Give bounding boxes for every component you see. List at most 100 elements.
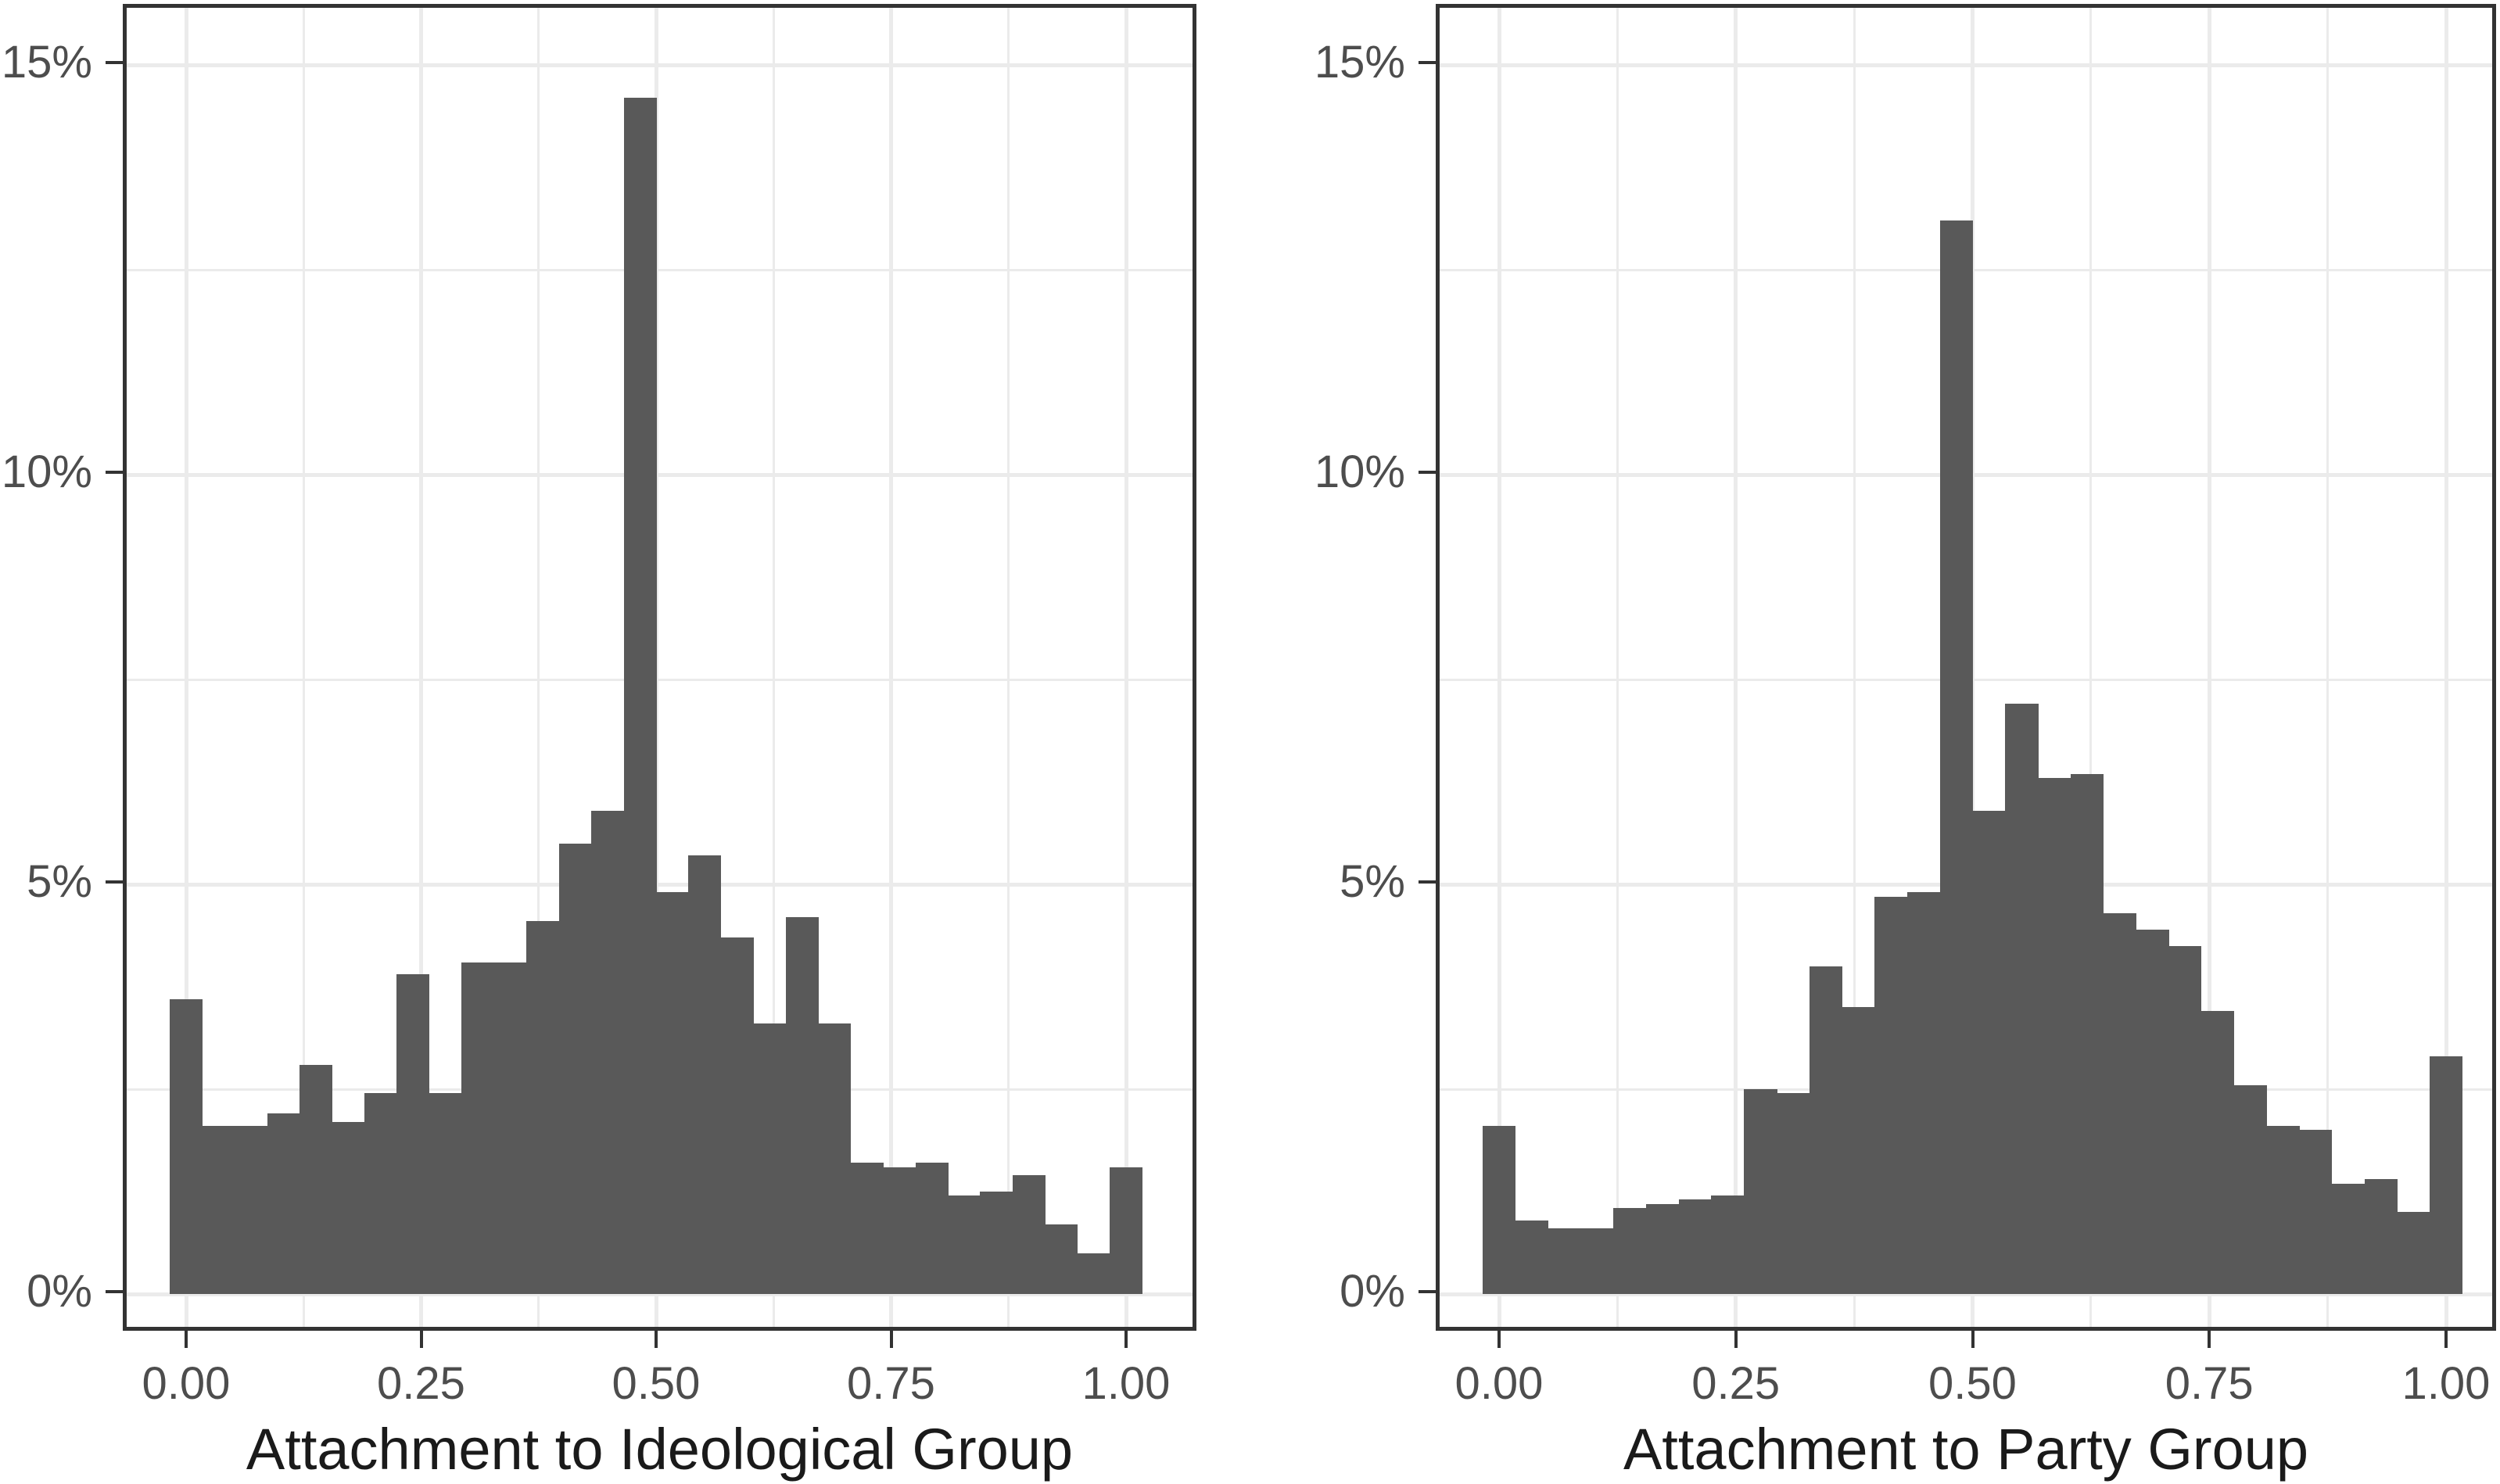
histogram-bar <box>2299 1130 2333 1294</box>
gridline-minor <box>302 8 305 1327</box>
histogram-bar <box>1580 1228 1614 1294</box>
x-axis-tick <box>2444 1331 2448 1348</box>
gridline-major <box>127 882 1193 887</box>
histogram-bar <box>493 962 527 1294</box>
gridline-major <box>127 472 1193 477</box>
x-tick-label: 0.75 <box>2165 1358 2254 1409</box>
histogram-bar <box>720 937 754 1294</box>
x-tick-label: 0.50 <box>612 1358 701 1409</box>
histogram-bar <box>1776 1093 1810 1294</box>
x-tick-label: 0.50 <box>1928 1358 2017 1409</box>
y-tick-label: 5% <box>27 856 92 907</box>
x-axis-tick <box>1497 1331 1501 1348</box>
histogram-bar <box>1110 1167 1143 1294</box>
x-axis-tick <box>419 1331 423 1348</box>
histogram-bar <box>1711 1195 1745 1294</box>
x-axis-tick <box>1124 1331 1128 1348</box>
histogram-bar <box>2397 1212 2430 1294</box>
histogram-bar <box>364 1093 397 1294</box>
gridline-major <box>1440 63 2492 67</box>
histogram-bar <box>526 921 560 1294</box>
x-axis-tick <box>1971 1331 1975 1348</box>
x-tick-label: 1.00 <box>1081 1358 1171 1409</box>
histogram-bar <box>1972 810 2006 1294</box>
histogram-bar <box>1645 1203 1680 1294</box>
x-axis-tick <box>655 1331 658 1348</box>
histogram-bar <box>202 1126 235 1294</box>
y-axis-tick <box>1419 61 1436 64</box>
y-tick-label: 5% <box>1340 856 1405 907</box>
y-axis-tick <box>106 61 123 64</box>
histogram-bar <box>332 1121 365 1294</box>
x-tick-label: 0.00 <box>142 1358 231 1409</box>
histogram-bar <box>461 962 495 1294</box>
x-axis-tick <box>1734 1331 1738 1348</box>
gridline-minor <box>1853 8 1856 1327</box>
gridline-major <box>1440 1292 2492 1296</box>
histogram-bar <box>2364 1179 2398 1294</box>
histogram-bar <box>2070 773 2104 1294</box>
gridline-major <box>1124 8 1128 1327</box>
histogram-bar <box>656 892 690 1294</box>
histogram-bar <box>785 916 819 1294</box>
histogram-bar <box>1077 1253 1110 1294</box>
histogram-bar <box>1939 220 1974 1294</box>
histogram-bar <box>2266 1126 2300 1294</box>
gridline-minor <box>2089 8 2093 1327</box>
histogram-bar <box>850 1163 884 1294</box>
y-axis-tick <box>106 880 123 884</box>
histogram-bar <box>883 1167 916 1294</box>
histogram-bar <box>2331 1183 2365 1294</box>
x-axis-title-party: Attachment to Party Group <box>1623 1417 2309 1482</box>
histogram-bar <box>2038 777 2071 1294</box>
x-axis-tick <box>185 1331 188 1348</box>
y-axis-tick <box>106 1290 123 1293</box>
y-tick-label: 15% <box>1 37 92 88</box>
gridline-major <box>184 8 188 1327</box>
histogram-bar <box>1045 1224 1078 1294</box>
x-tick-label: 0.00 <box>1454 1358 1544 1409</box>
gridline-minor <box>1007 8 1010 1327</box>
histogram-bar <box>915 1163 949 1294</box>
histogram-bar <box>818 1023 852 1294</box>
gridline-major <box>1497 8 1501 1327</box>
gridline-major <box>2444 8 2448 1327</box>
histogram-bar <box>1842 1007 1875 1294</box>
y-tick-label: 10% <box>1314 446 1405 497</box>
histogram-bar <box>1613 1207 1647 1294</box>
y-axis-tick <box>1419 880 1436 884</box>
histogram-bar <box>1012 1175 1046 1294</box>
histogram-bar <box>2168 945 2202 1294</box>
histogram-bar <box>1678 1199 1713 1294</box>
histogram-bar <box>1548 1228 1581 1294</box>
y-tick-label: 0% <box>1340 1266 1405 1317</box>
x-tick-label: 0.75 <box>847 1358 935 1409</box>
histogram-bar <box>980 1192 1013 1294</box>
histogram-bar <box>948 1195 981 1294</box>
histogram-bar <box>170 998 203 1294</box>
histogram-bar <box>2201 1011 2235 1294</box>
gridline-major <box>419 8 423 1327</box>
gridline-minor <box>537 8 540 1327</box>
y-axis-tick <box>106 471 123 474</box>
y-axis-tick <box>1419 471 1436 474</box>
x-axis-title-ideological: Attachment to Ideological Group <box>246 1417 1074 1482</box>
histogram-bar <box>1906 892 1941 1294</box>
y-tick-label: 10% <box>1 446 92 497</box>
x-tick-label: 0.25 <box>377 1358 465 1409</box>
histogram-bar <box>591 810 625 1294</box>
gridline-minor <box>2326 8 2330 1327</box>
gridline-major <box>889 8 893 1327</box>
histogram-bar <box>2136 929 2169 1294</box>
histogram-bar <box>235 1126 268 1294</box>
gridline-minor <box>127 268 1193 271</box>
y-tick-label: 0% <box>27 1266 92 1317</box>
y-tick-label: 15% <box>1314 37 1405 88</box>
histogram-bar <box>2233 1084 2267 1294</box>
x-axis-tick <box>889 1331 893 1348</box>
gridline-minor <box>127 678 1193 681</box>
gridline-major <box>127 1292 1193 1296</box>
plot-panel-ideological <box>123 4 1196 1331</box>
histogram-bar <box>2430 1056 2463 1294</box>
